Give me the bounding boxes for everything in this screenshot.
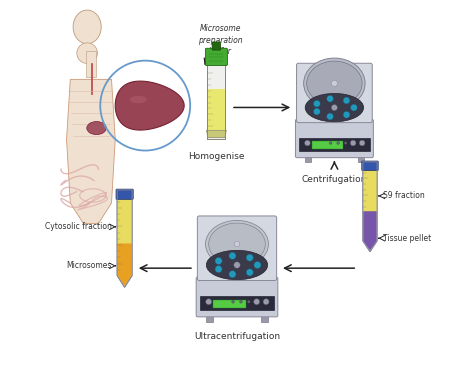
Text: Ultracentrifugation: Ultracentrifugation bbox=[194, 332, 280, 341]
Circle shape bbox=[229, 271, 236, 278]
Ellipse shape bbox=[130, 96, 147, 103]
Ellipse shape bbox=[206, 250, 268, 280]
Circle shape bbox=[329, 142, 332, 144]
Bar bbox=[200, 297, 274, 310]
FancyBboxPatch shape bbox=[197, 216, 277, 280]
FancyBboxPatch shape bbox=[212, 42, 221, 50]
Bar bbox=[357, 156, 364, 162]
Text: Microsomes: Microsomes bbox=[66, 261, 111, 270]
Circle shape bbox=[327, 113, 333, 120]
Circle shape bbox=[229, 252, 236, 259]
Polygon shape bbox=[66, 79, 115, 224]
Circle shape bbox=[254, 299, 260, 305]
Bar bbox=[86, 51, 96, 77]
Ellipse shape bbox=[77, 43, 98, 64]
Text: Microsome
preparation
buffer: Microsome preparation buffer bbox=[198, 24, 243, 56]
Bar bbox=[208, 64, 226, 139]
Polygon shape bbox=[117, 190, 132, 287]
Circle shape bbox=[234, 241, 240, 247]
Circle shape bbox=[215, 265, 222, 273]
Ellipse shape bbox=[307, 61, 362, 106]
FancyBboxPatch shape bbox=[196, 277, 278, 317]
Circle shape bbox=[331, 105, 337, 111]
Bar bbox=[118, 199, 132, 256]
Circle shape bbox=[331, 80, 337, 86]
Polygon shape bbox=[207, 130, 226, 137]
Text: Cytosolic fraction: Cytosolic fraction bbox=[45, 222, 111, 231]
Circle shape bbox=[246, 254, 253, 261]
Circle shape bbox=[350, 104, 357, 111]
Circle shape bbox=[350, 140, 356, 146]
FancyBboxPatch shape bbox=[362, 161, 378, 171]
Bar bbox=[213, 300, 246, 308]
Bar bbox=[305, 156, 311, 162]
Bar bbox=[299, 138, 370, 151]
Circle shape bbox=[305, 140, 310, 146]
Text: Tissue pellet: Tissue pellet bbox=[383, 234, 431, 243]
Bar bbox=[208, 64, 226, 139]
Circle shape bbox=[232, 300, 235, 303]
Ellipse shape bbox=[73, 10, 101, 44]
Circle shape bbox=[247, 300, 250, 303]
Bar bbox=[206, 315, 213, 321]
Ellipse shape bbox=[206, 220, 268, 268]
Circle shape bbox=[239, 300, 242, 303]
Polygon shape bbox=[363, 211, 377, 250]
Ellipse shape bbox=[87, 121, 106, 135]
FancyBboxPatch shape bbox=[297, 63, 372, 123]
Ellipse shape bbox=[304, 58, 365, 109]
Text: Centrifugation: Centrifugation bbox=[302, 175, 367, 184]
Ellipse shape bbox=[209, 223, 265, 265]
Circle shape bbox=[313, 100, 320, 107]
Circle shape bbox=[263, 299, 269, 305]
Circle shape bbox=[254, 261, 261, 268]
Polygon shape bbox=[115, 81, 184, 130]
Circle shape bbox=[343, 111, 350, 118]
Circle shape bbox=[327, 96, 333, 102]
Circle shape bbox=[206, 299, 212, 305]
Circle shape bbox=[234, 262, 240, 268]
Text: Homogenise: Homogenise bbox=[188, 152, 245, 161]
Circle shape bbox=[215, 258, 222, 264]
FancyBboxPatch shape bbox=[205, 48, 228, 65]
Circle shape bbox=[337, 142, 339, 144]
Circle shape bbox=[359, 140, 365, 146]
Circle shape bbox=[344, 142, 347, 144]
FancyBboxPatch shape bbox=[116, 189, 133, 199]
Bar bbox=[363, 170, 377, 219]
Circle shape bbox=[343, 97, 350, 104]
Bar bbox=[208, 89, 225, 130]
Circle shape bbox=[313, 108, 320, 115]
Ellipse shape bbox=[305, 94, 364, 122]
Circle shape bbox=[246, 269, 253, 276]
Text: S9 fraction: S9 fraction bbox=[383, 191, 425, 200]
Polygon shape bbox=[363, 162, 377, 252]
Polygon shape bbox=[118, 243, 132, 286]
Bar bbox=[261, 315, 268, 321]
Bar bbox=[312, 141, 343, 149]
FancyBboxPatch shape bbox=[295, 119, 374, 158]
